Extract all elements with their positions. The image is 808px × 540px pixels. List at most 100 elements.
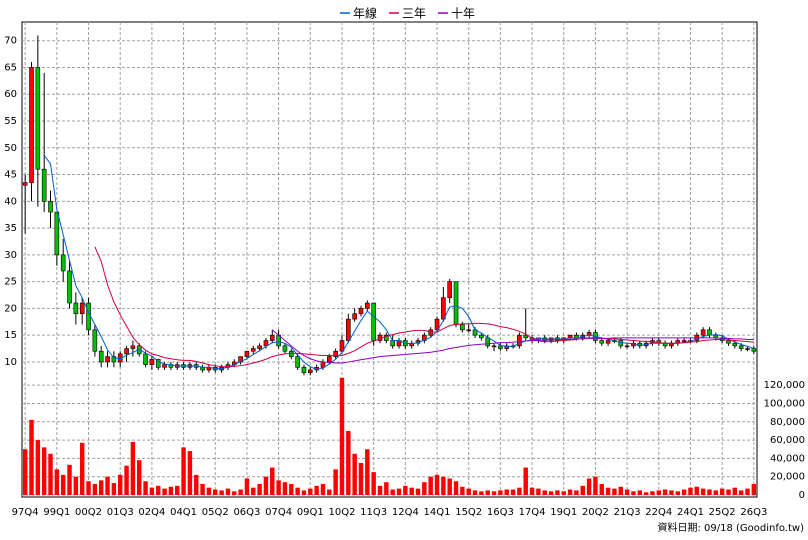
volume-bar	[561, 491, 566, 495]
volume-bar	[681, 489, 687, 495]
volume-bar	[580, 485, 585, 495]
volume-bar	[105, 476, 110, 495]
candle-body	[41, 168, 47, 202]
volume-bar	[472, 490, 478, 495]
candle-body	[282, 345, 288, 352]
volume-bar	[396, 488, 402, 495]
x-tick-label: 06Q3	[233, 507, 260, 518]
y-tick-label: 30	[4, 250, 17, 261]
volume-bar	[162, 488, 167, 495]
volume-bar	[555, 490, 560, 495]
x-tick-label: 20Q2	[582, 507, 609, 518]
candle-body	[700, 329, 706, 336]
volume-bar	[491, 491, 497, 495]
x-tick-label: 26Q3	[740, 507, 767, 518]
candle-body	[130, 345, 136, 349]
volume-bar	[415, 488, 421, 495]
volume-bar	[225, 488, 231, 495]
x-tick-label: 09Q1	[297, 507, 324, 518]
volume-bar	[631, 491, 636, 495]
y-tick-label: 25	[4, 277, 17, 288]
volume-bar	[422, 482, 427, 495]
candle-body	[358, 308, 364, 315]
volume-bar	[517, 487, 522, 495]
volume-bar	[751, 484, 757, 495]
volume-bar	[276, 480, 281, 495]
volume-bar	[54, 469, 60, 495]
volume-bar	[694, 486, 700, 495]
volume-bar	[542, 490, 547, 495]
candle-body	[327, 356, 332, 363]
x-tick-label: 07Q4	[265, 507, 292, 518]
y-tick-label: 20	[4, 303, 17, 314]
volume-bar	[352, 453, 357, 495]
x-tick-label: 25Q2	[709, 507, 736, 518]
candle-body	[738, 345, 744, 349]
y2-tick-label: 120,000	[764, 380, 805, 391]
y-tick-label: 60	[4, 89, 17, 100]
x-tick-label: 02Q4	[138, 507, 165, 518]
y-tick-label: 35	[4, 223, 17, 234]
candle-body	[346, 318, 351, 341]
candle-body	[244, 350, 250, 357]
candle-body	[523, 334, 529, 339]
ma-line	[94, 246, 754, 368]
volume-bar	[117, 474, 123, 495]
volume-bar	[282, 482, 288, 495]
legend-label: 三年	[402, 7, 426, 21]
candle-body	[624, 345, 630, 348]
candle-body	[73, 302, 79, 315]
y2-tick-label: 20,000	[770, 472, 805, 483]
x-tick-label: 21Q3	[614, 507, 641, 518]
candle-body	[92, 329, 98, 352]
volume-bar	[510, 489, 516, 495]
volume-bar	[529, 487, 535, 495]
volume-bar	[485, 490, 490, 495]
candle-body	[517, 334, 522, 347]
volume-bar	[675, 491, 681, 495]
volume-bar	[67, 464, 72, 495]
source-note: 資料日期: 09/18 (Goodinfo.tw)	[657, 521, 804, 534]
candle-body	[441, 297, 446, 320]
volume-bar	[738, 490, 744, 495]
volume-bar	[650, 491, 655, 495]
volume-bar	[251, 487, 256, 495]
volume-bar	[403, 485, 408, 495]
candle-body	[681, 340, 687, 342]
volume-bar	[187, 451, 193, 495]
volume-bar	[156, 485, 161, 495]
volume-bar	[111, 483, 117, 495]
candle-body	[155, 358, 161, 368]
volume-bar	[22, 449, 28, 495]
volume-bar	[466, 488, 471, 495]
volume-bar	[149, 487, 155, 495]
volume-bar	[593, 476, 598, 495]
volume-bar	[656, 490, 662, 495]
x-tick-label: 14Q1	[424, 507, 451, 518]
volume-bar	[567, 489, 573, 495]
volume-bar	[700, 488, 706, 495]
candle-body	[428, 329, 433, 336]
volume-bar	[637, 490, 642, 495]
candle-body	[22, 182, 28, 186]
volume-bar	[314, 485, 319, 495]
candle-body	[98, 350, 104, 363]
y-tick-label: 40	[4, 196, 17, 207]
x-tick-label: 11Q3	[360, 507, 387, 518]
y-tick-label: 50	[4, 143, 17, 154]
candle-body	[124, 348, 129, 355]
x-tick-label: 04Q1	[170, 507, 197, 518]
volume-bar	[200, 484, 205, 495]
candle-body	[301, 366, 307, 373]
candle-body	[491, 345, 497, 348]
x-tick-label: 12Q4	[392, 507, 419, 518]
volume-bar	[289, 484, 294, 495]
volume-bar	[726, 489, 731, 495]
volume-bar	[244, 478, 250, 495]
candle-body	[269, 334, 275, 341]
volume-bar	[92, 484, 98, 495]
x-tick-label: 16Q3	[487, 507, 514, 518]
volume-bar	[257, 484, 262, 495]
y2-tick-label: 80,000	[770, 417, 805, 428]
candle-body	[79, 302, 85, 315]
